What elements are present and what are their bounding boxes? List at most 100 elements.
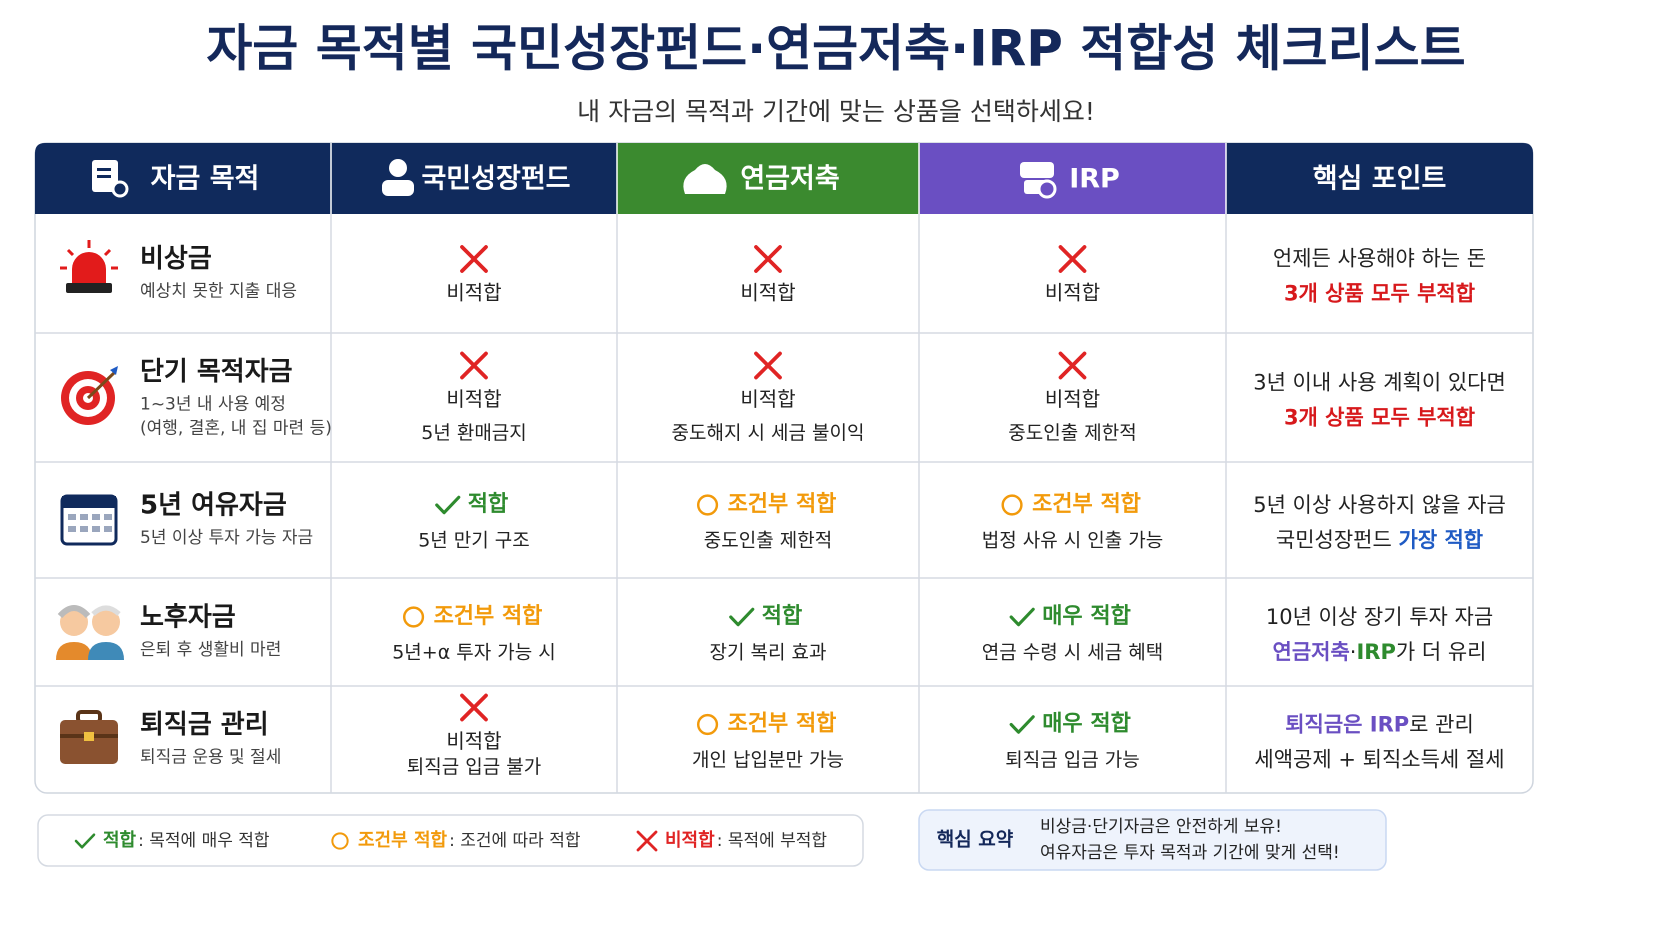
cross-icon <box>754 351 782 380</box>
point-line: 3개 상품 모두 부적합 <box>1284 282 1475 306</box>
purpose-desc: 퇴직금 운용 및 절세 <box>140 748 281 768</box>
point-segment: 퇴직금은 IRP <box>1285 713 1409 737</box>
cross-icon <box>460 351 488 380</box>
summary-line: 여유자금은 투자 목적과 기간에 맞게 선택! <box>1040 843 1340 863</box>
legend-desc: : 목적에 매우 적합 <box>138 831 270 851</box>
status-label: 조건부 적합 <box>1032 491 1141 517</box>
purpose-desc: 1~3년 내 사용 예정 <box>140 395 286 415</box>
cell-note: 법정 사유 시 인출 가능 <box>982 530 1163 552</box>
point-segment: 3개 상품 모두 부적합 <box>1284 406 1475 430</box>
point-line: 연금저축·IRP가 더 유리 <box>1273 640 1487 664</box>
point-line: 세액공제 + 퇴직소득세 절세 <box>1254 748 1504 772</box>
cell-note: 중도인출 제한적 <box>1008 422 1136 444</box>
circle-icon <box>402 606 425 628</box>
status-label: 비적합 <box>740 387 795 411</box>
cell-note: 퇴직금 입금 불가 <box>407 756 541 778</box>
cell-note: 중도해지 시 세금 불이익 <box>672 422 865 444</box>
point-line: 5년 이상 사용하지 않을 자금 <box>1253 493 1506 517</box>
cross-icon <box>460 693 488 722</box>
legend-label: 적합 <box>103 829 137 851</box>
point-segment: 5년 이상 사용하지 않을 자금 <box>1253 493 1506 517</box>
legend-box <box>37 814 864 867</box>
status-label: 조건부 적합 <box>728 491 837 517</box>
header-label: 자금 목적 <box>151 164 260 195</box>
circle-icon <box>696 494 719 516</box>
header-icon <box>92 159 1057 199</box>
point-segment: 국민성장펀드 <box>1276 528 1399 552</box>
point-line: 언제든 사용해야 하는 돈 <box>1273 247 1486 271</box>
purpose-title: 노후자금 <box>140 603 236 633</box>
legend-label: 비적합 <box>665 829 715 851</box>
purpose-desc: 5년 이상 투자 가능 자금 <box>140 528 313 548</box>
cell-note: 연금 수령 시 세금 혜택 <box>982 642 1163 664</box>
point-segment: 연금저축 <box>1273 640 1350 664</box>
header-cell <box>1226 143 1533 214</box>
header-label: 연금저축 <box>740 164 839 195</box>
cell-note: 5년+α 투자 가능 시 <box>392 642 556 664</box>
point-segment: 세액공제 + 퇴직소득세 절세 <box>1254 748 1504 772</box>
point-line: 3년 이내 사용 계획이 있다면 <box>1253 371 1506 395</box>
status-label: 매우 적합 <box>1042 603 1131 629</box>
header-label: 핵심 포인트 <box>1313 164 1447 195</box>
row-icon-alarm <box>60 240 118 293</box>
status-label: 조건부 적합 <box>728 711 837 737</box>
check-icon <box>435 495 461 515</box>
row-icon-elderly <box>56 605 124 660</box>
cell-note: 5년 만기 구조 <box>418 530 530 552</box>
point-line: 국민성장펀드 가장 적합 <box>1276 528 1483 552</box>
status-label: 적합 <box>468 491 508 517</box>
point-segment: 가 더 유리 <box>1396 640 1487 664</box>
point-segment: 언제든 사용해야 하는 돈 <box>1273 247 1486 271</box>
point-segment: 10년 이상 장기 투자 자금 <box>1266 605 1493 629</box>
summary-line: 비상금·단기자금은 안전하게 보유! <box>1040 817 1282 837</box>
summary-label: 핵심 요약 <box>937 829 1014 851</box>
circle-icon <box>331 832 349 850</box>
cell-note: 개인 납입분만 가능 <box>692 749 844 771</box>
circle-icon <box>1001 494 1023 516</box>
cross-icon <box>754 245 782 273</box>
status-label: 적합 <box>762 603 802 629</box>
point-line: 10년 이상 장기 투자 자금 <box>1266 605 1493 629</box>
purpose-title: 비상금 <box>140 244 212 274</box>
status-label: 비적합 <box>740 281 795 305</box>
cross-icon <box>1058 245 1087 273</box>
purpose-desc: (여행, 결혼, 내 집 마련 등) <box>140 419 332 439</box>
row-icon-target <box>61 366 118 425</box>
status-label: 비적합 <box>446 281 501 305</box>
subtitle: 내 자금의 목적과 기간에 맞는 상품을 선택하세요! <box>577 97 1095 126</box>
point-segment: · <box>1350 640 1357 664</box>
table-frame <box>34 142 1534 794</box>
header-label: IRP <box>1069 164 1120 195</box>
legend: 적합: 목적에 매우 적합 조건부 적합: 조건에 따라 적합 비적합: 목적에 부… <box>74 829 828 852</box>
point-segment: 3개 상품 모두 부적합 <box>1284 282 1475 306</box>
legend-label: 조건부 적합 <box>358 829 448 851</box>
status-label: 비적합 <box>1045 387 1100 411</box>
status-label: 비적합 <box>446 729 501 753</box>
status-label: 비적합 <box>446 387 501 411</box>
header-cell <box>919 143 1226 214</box>
cell-note: 중도인출 제한적 <box>704 530 832 552</box>
purpose-title: 5년 여유자금 <box>140 491 287 521</box>
cell-note: 5년 환매금지 <box>421 422 527 444</box>
circle-icon <box>696 713 719 736</box>
check-icon <box>729 607 755 627</box>
purpose-title: 단기 목적자금 <box>140 357 293 387</box>
check-icon <box>1009 715 1035 734</box>
point-segment: 3년 이내 사용 계획이 있다면 <box>1253 371 1506 395</box>
status-label: 비적합 <box>1045 281 1100 305</box>
status-label: 조건부 적합 <box>434 603 543 629</box>
cross-icon <box>636 830 658 852</box>
cell-note: 퇴직금 입금 가능 <box>1005 749 1139 771</box>
purpose-desc: 은퇴 후 생활비 마련 <box>140 640 281 660</box>
header-cell <box>617 143 919 214</box>
check-icon <box>74 833 96 849</box>
point-line: 3개 상품 모두 부적합 <box>1284 406 1475 430</box>
check-icon <box>1009 607 1035 627</box>
legend-desc: : 목적에 부적합 <box>717 831 828 851</box>
title: 자금 목적별 국민성장펀드·연금저축·IRP 적합성 체크리스트 <box>206 20 1465 78</box>
header-label: 국민성장펀드 <box>421 164 570 195</box>
cross-icon <box>460 245 488 273</box>
row-icon-briefcase <box>60 710 118 764</box>
